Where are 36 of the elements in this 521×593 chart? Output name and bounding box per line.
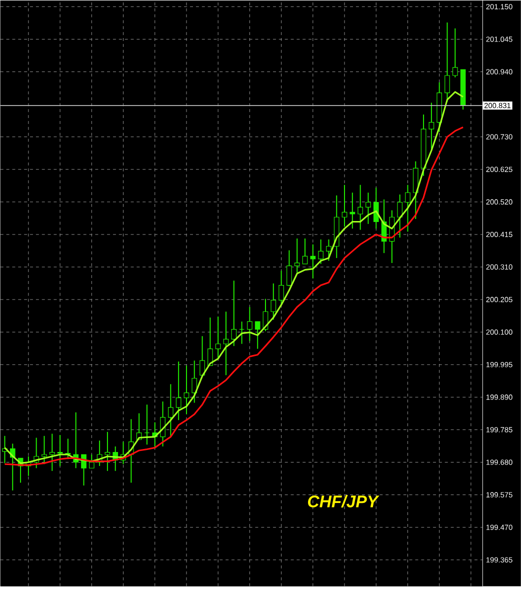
candlestick [342, 184, 348, 228]
candlestick [215, 316, 221, 360]
candlestick [254, 321, 260, 350]
candlestick [176, 361, 182, 421]
candlestick [428, 102, 434, 150]
candlestick [302, 238, 308, 264]
candlestick [231, 280, 237, 347]
candlestick [160, 401, 166, 447]
candlestick [373, 187, 379, 230]
candlestick [89, 454, 94, 469]
candlestick [452, 28, 458, 78]
candlestick [358, 184, 364, 230]
candlestick [397, 194, 403, 238]
candlestick [247, 306, 252, 342]
candlestick [270, 282, 276, 320]
candlestick [50, 433, 55, 472]
candlestick [223, 311, 229, 376]
candlestick [104, 431, 110, 472]
candlestick [239, 321, 244, 344]
candlestick [310, 244, 316, 279]
candlestick [200, 336, 205, 376]
candlestick [144, 404, 150, 446]
candlestick [366, 192, 371, 224]
candlestick [57, 434, 63, 466]
candlestick [294, 238, 300, 274]
candlestick [318, 238, 324, 264]
candlestick [326, 238, 332, 262]
candlestick [286, 250, 292, 287]
candlestick [192, 360, 198, 404]
candlestick [42, 435, 47, 465]
candlestick [168, 384, 174, 438]
annotation: CHF/JPY [308, 495, 380, 508]
candlestick [350, 192, 356, 230]
candlestick [208, 317, 213, 366]
candlestick [184, 365, 190, 415]
candlestick [405, 184, 410, 232]
